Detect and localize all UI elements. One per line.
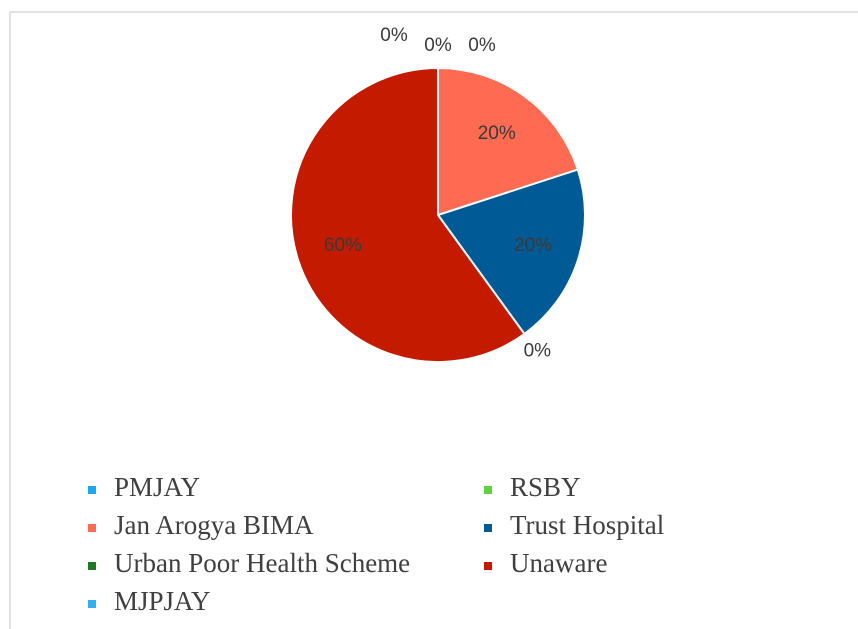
data-label: 60% xyxy=(324,235,362,256)
legend-swatch xyxy=(484,524,492,532)
legend-swatch xyxy=(484,562,492,570)
pie-slice xyxy=(290,66,526,363)
legend-swatch xyxy=(88,562,96,570)
legend-label: Urban Poor Health Scheme xyxy=(114,548,410,578)
data-label: 0% xyxy=(524,341,552,362)
data-label: 0% xyxy=(468,35,496,56)
legend-swatch xyxy=(88,600,96,608)
data-label: 0% xyxy=(380,25,408,46)
legend-label: Unaware xyxy=(510,548,607,578)
legend-label: Trust Hospital xyxy=(510,510,664,540)
legend-label: PMJAY xyxy=(114,472,200,502)
chart-frame xyxy=(9,11,858,629)
legend-label: Jan Arogya BIMA xyxy=(114,510,314,540)
legend-swatch xyxy=(88,486,96,494)
data-label: 20% xyxy=(478,123,516,144)
data-label: 20% xyxy=(514,235,552,256)
legend-swatch xyxy=(88,524,96,532)
legend-label: RSBY xyxy=(510,472,581,502)
legend-swatch xyxy=(484,486,492,494)
pie-slice xyxy=(437,66,580,217)
data-label: 0% xyxy=(424,35,452,56)
pie-slice xyxy=(436,168,586,336)
legend-label: MJPJAY xyxy=(114,586,211,616)
